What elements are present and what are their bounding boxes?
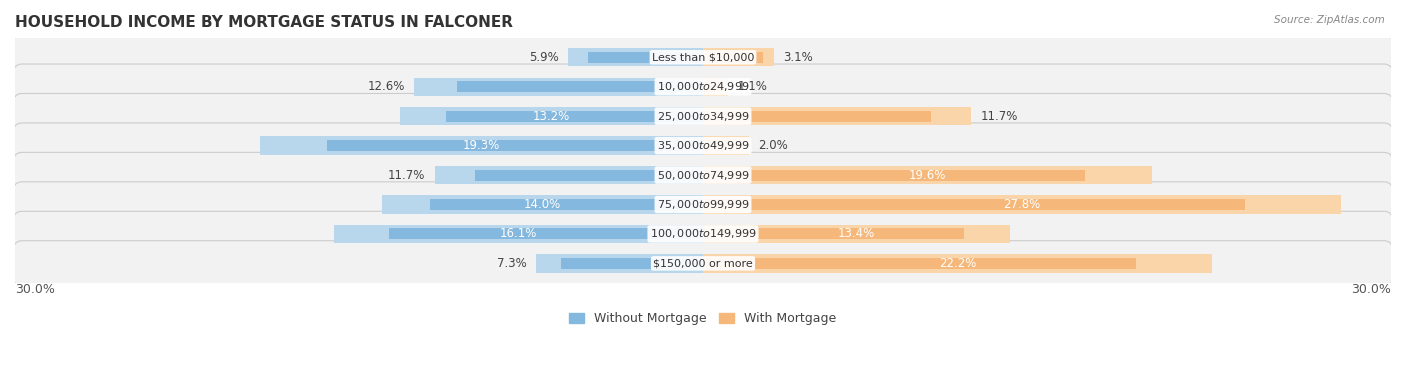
Text: 5.9%: 5.9% bbox=[529, 51, 558, 64]
Bar bbox=[703, 107, 972, 125]
FancyBboxPatch shape bbox=[13, 241, 1393, 286]
Bar bbox=[703, 195, 1340, 214]
Bar bbox=[389, 228, 703, 239]
Bar bbox=[703, 199, 1244, 210]
Text: $75,000 to $99,999: $75,000 to $99,999 bbox=[657, 198, 749, 211]
Bar bbox=[703, 225, 1011, 243]
Text: 3.1%: 3.1% bbox=[783, 51, 813, 64]
Bar bbox=[434, 166, 703, 184]
Bar bbox=[446, 111, 703, 122]
Bar bbox=[333, 225, 703, 243]
Text: 1.1%: 1.1% bbox=[737, 80, 768, 93]
Legend: Without Mortgage, With Mortgage: Without Mortgage, With Mortgage bbox=[564, 307, 842, 330]
Bar bbox=[382, 195, 703, 214]
Text: 7.3%: 7.3% bbox=[496, 257, 526, 270]
Bar bbox=[475, 170, 703, 181]
Text: 12.6%: 12.6% bbox=[367, 80, 405, 93]
Text: 27.8%: 27.8% bbox=[1002, 198, 1040, 211]
Text: 13.2%: 13.2% bbox=[533, 110, 571, 122]
FancyBboxPatch shape bbox=[13, 182, 1393, 227]
FancyBboxPatch shape bbox=[13, 64, 1393, 109]
FancyBboxPatch shape bbox=[13, 152, 1393, 198]
Bar bbox=[703, 136, 749, 155]
Bar bbox=[568, 48, 703, 67]
Text: 16.1%: 16.1% bbox=[499, 228, 537, 240]
Bar bbox=[703, 52, 763, 63]
Text: $150,000 or more: $150,000 or more bbox=[654, 259, 752, 268]
Bar bbox=[260, 136, 703, 155]
Bar bbox=[536, 254, 703, 273]
Text: 19.3%: 19.3% bbox=[463, 139, 501, 152]
FancyBboxPatch shape bbox=[13, 211, 1393, 257]
Text: Less than $10,000: Less than $10,000 bbox=[652, 52, 754, 62]
Text: $100,000 to $149,999: $100,000 to $149,999 bbox=[650, 228, 756, 240]
FancyBboxPatch shape bbox=[13, 123, 1393, 168]
Text: 13.4%: 13.4% bbox=[838, 228, 876, 240]
Bar bbox=[413, 77, 703, 96]
FancyBboxPatch shape bbox=[13, 34, 1393, 80]
Bar bbox=[588, 52, 703, 63]
Text: Source: ZipAtlas.com: Source: ZipAtlas.com bbox=[1274, 15, 1385, 25]
Bar bbox=[703, 258, 1136, 269]
Text: 19.6%: 19.6% bbox=[910, 169, 946, 181]
Text: $25,000 to $34,999: $25,000 to $34,999 bbox=[657, 110, 749, 122]
Text: HOUSEHOLD INCOME BY MORTGAGE STATUS IN FALCONER: HOUSEHOLD INCOME BY MORTGAGE STATUS IN F… bbox=[15, 15, 513, 30]
Text: 11.7%: 11.7% bbox=[980, 110, 1018, 122]
Text: 30.0%: 30.0% bbox=[1351, 284, 1391, 296]
Bar bbox=[703, 48, 775, 67]
Text: $50,000 to $74,999: $50,000 to $74,999 bbox=[657, 169, 749, 181]
Bar bbox=[703, 166, 1153, 184]
Bar bbox=[430, 199, 703, 210]
Text: 22.2%: 22.2% bbox=[939, 257, 976, 270]
Bar bbox=[561, 258, 703, 269]
FancyBboxPatch shape bbox=[13, 93, 1393, 139]
Bar bbox=[703, 77, 728, 96]
Text: $35,000 to $49,999: $35,000 to $49,999 bbox=[657, 139, 749, 152]
Bar bbox=[703, 228, 965, 239]
Bar bbox=[703, 140, 742, 151]
Bar bbox=[703, 81, 724, 92]
Bar bbox=[703, 170, 1085, 181]
Text: 14.0%: 14.0% bbox=[524, 198, 561, 211]
Text: 30.0%: 30.0% bbox=[15, 284, 55, 296]
Text: 11.7%: 11.7% bbox=[388, 169, 426, 181]
Text: $10,000 to $24,999: $10,000 to $24,999 bbox=[657, 80, 749, 93]
Text: 2.0%: 2.0% bbox=[758, 139, 787, 152]
Bar bbox=[326, 140, 703, 151]
Bar bbox=[703, 111, 931, 122]
Bar bbox=[703, 254, 1212, 273]
Bar bbox=[457, 81, 703, 92]
Bar bbox=[401, 107, 703, 125]
